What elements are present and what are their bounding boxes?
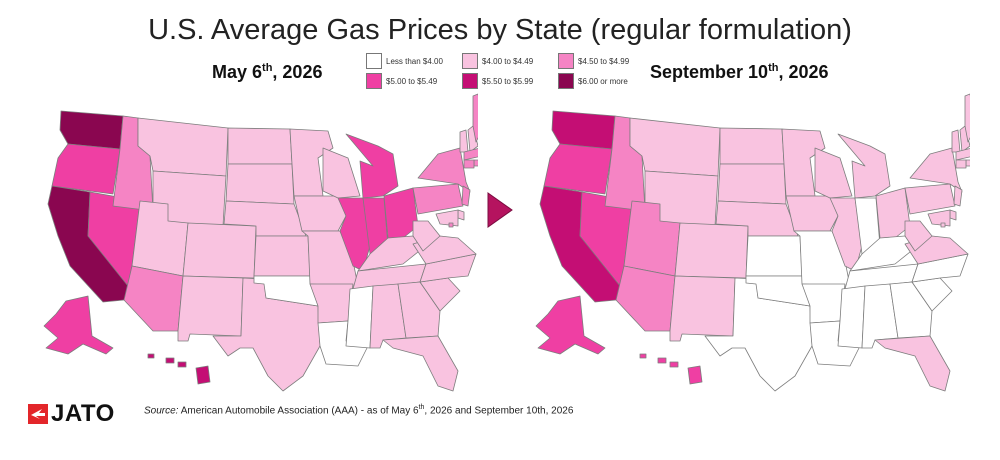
legend-item: $5.00 to $5.49 — [366, 73, 437, 89]
price-legend: Less than $4.00 $4.00 to $4.49 $4.50 to … — [366, 53, 666, 93]
state-md — [435, 209, 459, 227]
state-ma — [955, 148, 970, 161]
state-co — [182, 222, 257, 279]
state-ms — [837, 285, 866, 349]
state-nh — [467, 125, 478, 153]
state-ia — [785, 195, 839, 232]
state-wa — [551, 110, 616, 150]
state-ak — [43, 295, 114, 355]
state-nm — [177, 275, 244, 342]
legend-item: $4.00 to $4.49 — [462, 53, 533, 69]
state-dc — [940, 222, 946, 228]
state-ks — [253, 235, 311, 277]
state-me — [472, 93, 478, 143]
state-ks — [745, 235, 803, 277]
state-ny — [909, 147, 963, 193]
state-ms — [345, 285, 374, 349]
state-mi — [837, 133, 891, 199]
state-wi — [322, 147, 361, 199]
legend-item: $5.50 to $5.99 — [462, 73, 533, 89]
state-fl — [874, 335, 951, 392]
legend-label: Less than $4.00 — [386, 56, 443, 66]
state-oh — [383, 187, 419, 239]
state-wv — [412, 220, 441, 252]
state-ak — [535, 295, 606, 355]
state-ct — [463, 159, 475, 169]
state-vt — [951, 129, 961, 153]
legend-item: $6.00 or more — [558, 73, 628, 89]
right-map-date: September 10th, 2026 — [650, 62, 829, 82]
state-de — [949, 209, 957, 221]
state-fl — [382, 335, 459, 392]
legend-swatch — [462, 53, 478, 69]
state-mn — [781, 128, 826, 197]
state-sd — [225, 163, 295, 205]
state-hi — [147, 353, 211, 385]
state-pa — [412, 183, 464, 215]
state-or — [543, 143, 613, 195]
state-az — [615, 265, 676, 332]
legend-item: Less than $4.00 — [366, 53, 443, 69]
jato-logo-text: JATO — [51, 400, 115, 427]
legend-label: $6.00 or more — [578, 76, 628, 86]
state-ri — [965, 159, 970, 167]
state-nj — [461, 185, 471, 207]
state-md — [927, 209, 951, 227]
state-nh — [959, 125, 970, 153]
state-mn — [289, 128, 334, 197]
state-ny — [417, 147, 471, 193]
state-sd — [717, 163, 787, 205]
state-wv — [904, 220, 933, 252]
state-ia — [293, 195, 347, 232]
left-map-date: May 6th, 2026 — [212, 62, 323, 82]
state-mt — [137, 117, 229, 177]
state-ma — [463, 148, 478, 161]
legend-swatch — [366, 73, 382, 89]
state-wi — [814, 147, 853, 199]
state-dc — [448, 222, 454, 228]
jato-logo-icon — [28, 404, 48, 424]
state-nj — [953, 185, 963, 207]
state-az — [123, 265, 184, 332]
state-mi — [345, 133, 399, 199]
legend-label: $5.00 to $5.49 — [386, 76, 438, 86]
source-note: Source: American Automobile Association … — [144, 404, 574, 417]
us-map-may — [43, 93, 478, 392]
chart-title: U.S. Average Gas Prices by State (regula… — [148, 14, 852, 46]
state-de — [457, 209, 465, 221]
state-oh — [875, 187, 911, 239]
play-arrow-icon — [487, 192, 513, 228]
state-ct — [955, 159, 967, 169]
state-nd — [227, 127, 293, 165]
state-ri — [473, 159, 478, 167]
legend-swatch — [462, 73, 478, 89]
state-nd — [719, 127, 785, 165]
state-mt — [629, 117, 721, 177]
legend-swatch — [558, 73, 574, 89]
us-map-september — [535, 93, 970, 392]
legend-label: $4.50 to $4.99 — [578, 56, 630, 66]
state-co — [674, 222, 749, 279]
state-me — [964, 93, 970, 143]
legend-label: $4.00 to $4.49 — [482, 56, 534, 66]
state-nm — [669, 275, 736, 342]
state-vt — [459, 129, 469, 153]
legend-item: $4.50 to $4.99 — [558, 53, 629, 69]
state-wa — [59, 110, 124, 150]
legend-label: $5.50 to $5.99 — [482, 76, 534, 86]
legend-swatch — [366, 53, 382, 69]
state-hi — [639, 353, 703, 385]
state-pa — [904, 183, 956, 215]
legend-swatch — [558, 53, 574, 69]
state-or — [51, 143, 121, 195]
